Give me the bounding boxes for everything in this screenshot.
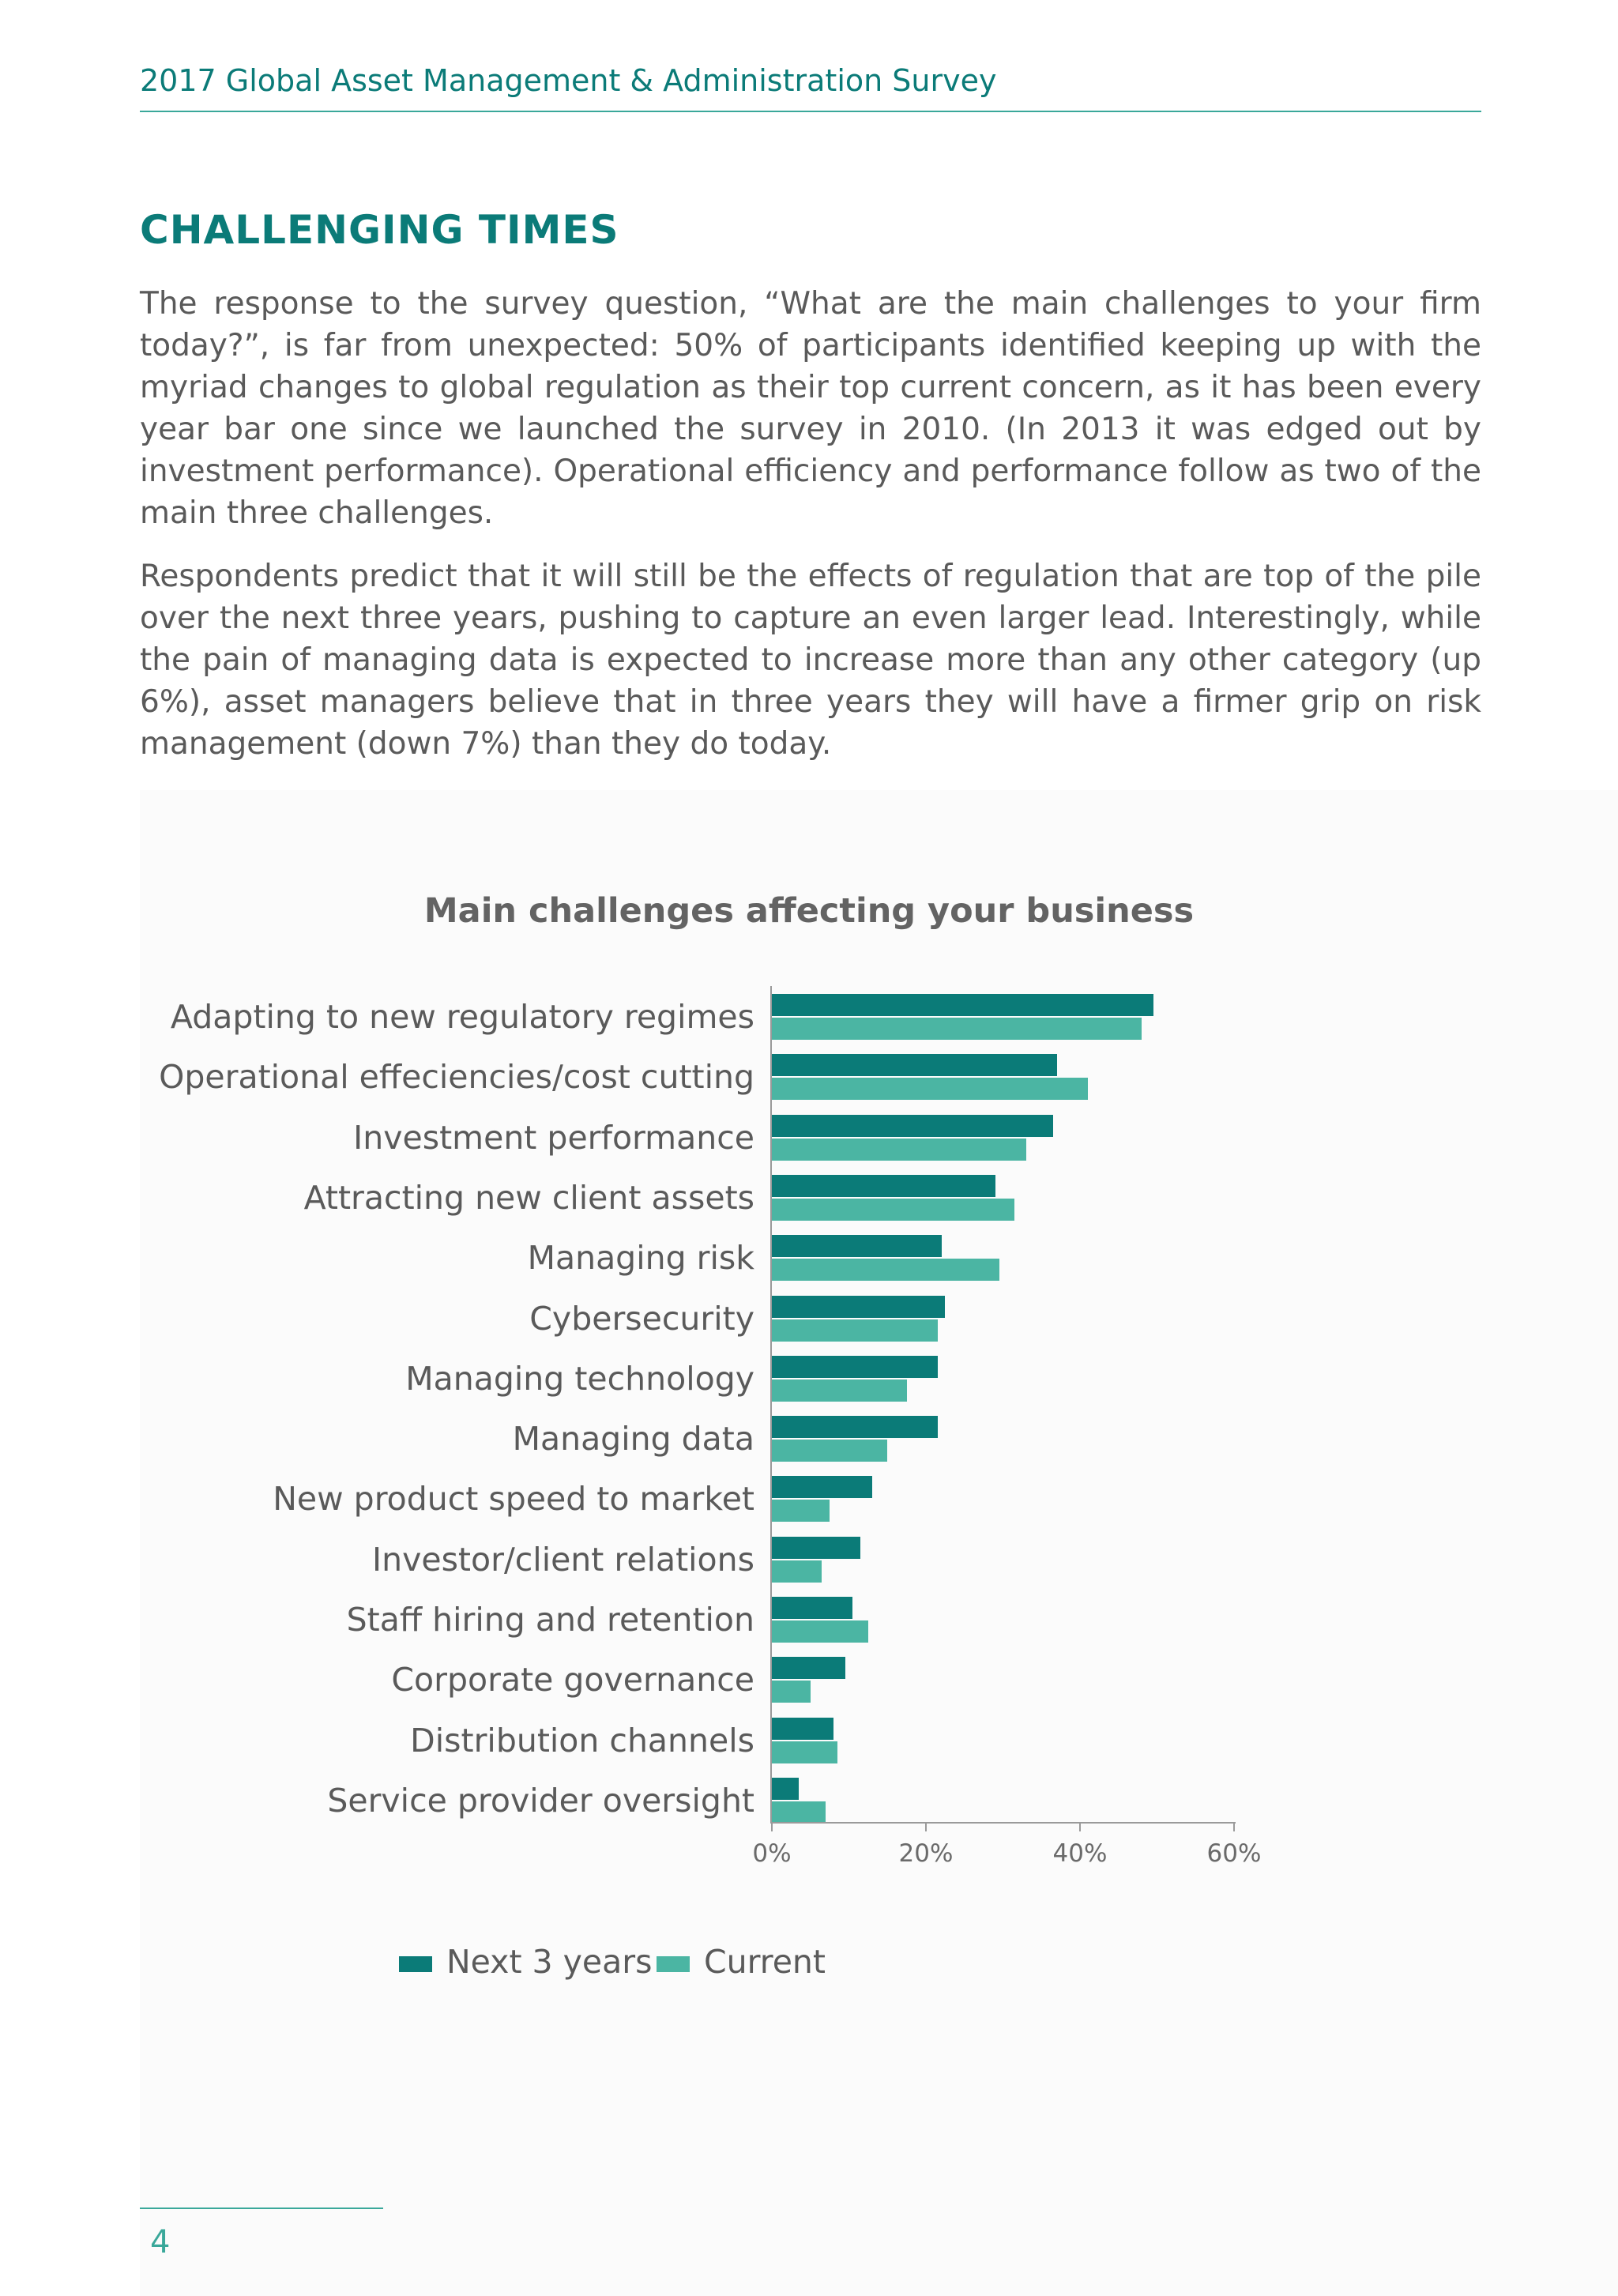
bar-current (772, 1560, 822, 1583)
x-axis-line (770, 1822, 1236, 1824)
category-label: Cybersecurity (529, 1299, 754, 1338)
bar-next-3-years (772, 1777, 800, 1800)
category-label: Managing data (512, 1420, 754, 1459)
category-label: Managing risk (527, 1239, 754, 1278)
bar-next-3-years (772, 1174, 995, 1197)
category-label: Corporate governance (391, 1661, 754, 1699)
category-label: Distribution channels (410, 1721, 754, 1760)
bar-next-3-years (772, 1476, 872, 1499)
bar-current (772, 1681, 811, 1703)
category-label: Investor/client relations (372, 1540, 754, 1579)
x-axis-tick-label: 20% (898, 1839, 954, 1868)
section-title: CHALLENGING TIMES (140, 207, 619, 253)
legend-swatch-next (399, 1956, 432, 1972)
body-paragraph-2: Respondents predict that it will still b… (140, 559, 1481, 762)
chart-title: Main challenges affecting your business (423, 891, 1195, 931)
bar-next-3-years (772, 1295, 946, 1318)
x-axis-tick (1233, 1824, 1235, 1831)
bar-next-3-years (772, 1416, 938, 1439)
bar-next-3-years (772, 1536, 861, 1559)
bar-next-3-years (772, 1355, 938, 1378)
bar-current (772, 1379, 907, 1402)
y-axis-line (770, 986, 772, 1822)
bar-current (772, 1319, 938, 1342)
bar-next-3-years (772, 1235, 942, 1258)
x-axis-tick (1079, 1824, 1081, 1831)
x-axis-tick-label: 0% (752, 1839, 792, 1868)
chart-panel (140, 790, 1618, 2296)
x-axis-tick (925, 1824, 927, 1831)
bar-current (772, 1741, 837, 1763)
bar-current (772, 1620, 868, 1643)
category-label: Adapting to new regulatory regimes (170, 998, 754, 1036)
bar-current (772, 1018, 1142, 1040)
bar-next-3-years (772, 1717, 833, 1740)
legend-label-current: Current (704, 1943, 826, 1981)
bar-next-3-years (772, 1657, 845, 1680)
bar-next-3-years (772, 1114, 1053, 1137)
bar-next-3-years (772, 1054, 1057, 1077)
category-label: Attracting new client assets (303, 1178, 754, 1217)
category-label: Investment performance (353, 1118, 754, 1157)
bar-current (772, 1801, 826, 1824)
bar-current (772, 1138, 1026, 1161)
body-paragraph-1: The response to the survey question, “Wh… (140, 286, 1481, 531)
legend-swatch-current (657, 1956, 690, 1972)
category-label: New product speed to market (273, 1480, 754, 1519)
footer-divider (140, 2208, 383, 2209)
x-axis-tick-label: 40% (1052, 1839, 1108, 1868)
x-axis-tick-label: 60% (1206, 1839, 1262, 1868)
header-title: 2017 Global Asset Management & Administr… (140, 63, 997, 98)
category-label: Operational effeciencies/cost cutting (159, 1058, 754, 1097)
page-header: 2017 Global Asset Management & Administr… (140, 57, 1481, 112)
bar-current (772, 1198, 1015, 1221)
bar-current (772, 1440, 888, 1462)
legend-label-next: Next 3 years (446, 1943, 653, 1981)
bar-current (772, 1259, 999, 1282)
bar-current (772, 1078, 1088, 1101)
category-label: Staff hiring and retention (346, 1601, 754, 1639)
x-axis-tick (771, 1824, 773, 1831)
category-label: Managing technology (405, 1359, 754, 1398)
bar-current (772, 1500, 830, 1523)
bar-next-3-years (772, 994, 1153, 1016)
page-number: 4 (150, 2224, 171, 2260)
category-label: Service provider oversight (327, 1781, 754, 1820)
bar-next-3-years (772, 1597, 853, 1619)
